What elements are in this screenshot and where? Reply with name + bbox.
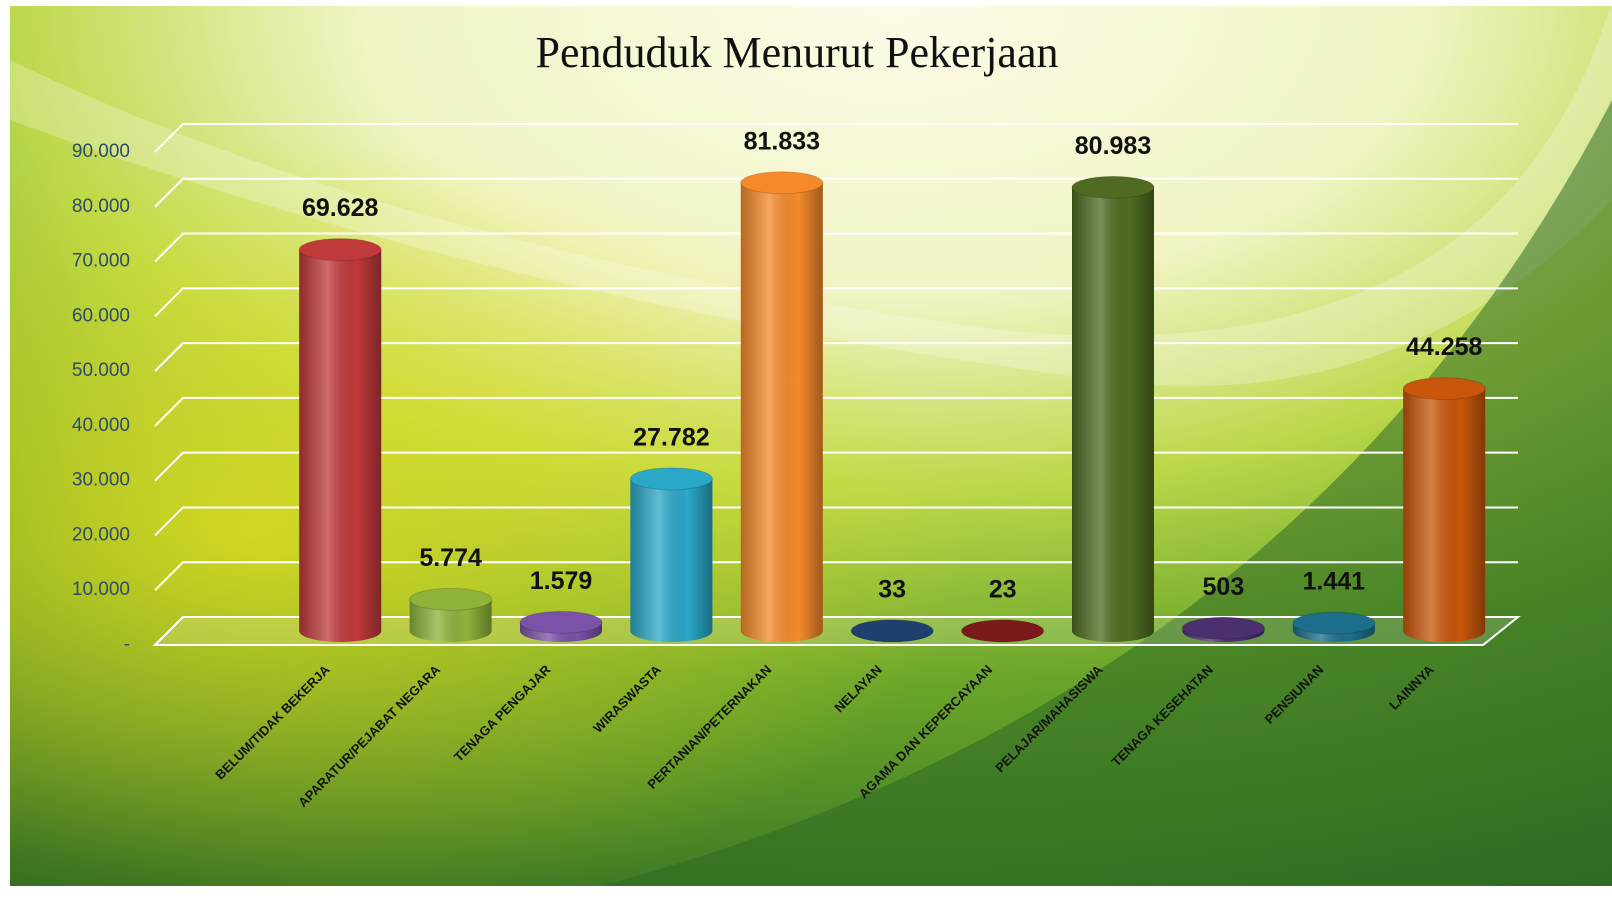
bar-cap: [962, 620, 1044, 642]
bar-cap: [741, 172, 823, 194]
value-label: 81.833: [744, 127, 820, 155]
bar-cap: [630, 468, 712, 490]
value-label: 27.782: [633, 423, 709, 451]
chart-title: Penduduk Menurut Pekerjaan: [536, 28, 1059, 77]
value-label: 1.441: [1303, 568, 1366, 596]
bar-shade: [299, 250, 381, 642]
bar-cap: [520, 611, 602, 633]
value-label: 5.774: [419, 544, 482, 572]
bar-cap: [410, 588, 492, 610]
y-tick-label: -: [124, 634, 130, 655]
bar-shade: [1403, 389, 1485, 642]
bar-cap: [1293, 612, 1375, 634]
chart: Penduduk Menurut Pekerjaan - 10.000 20.000…: [0, 0, 1612, 907]
value-label: 69.628: [302, 194, 379, 222]
bar-cap: [1182, 617, 1264, 639]
value-label: 44.258: [1406, 333, 1483, 361]
bar-shade: [741, 183, 823, 642]
y-tick-label: 90.000: [72, 141, 130, 162]
value-label: 23: [989, 575, 1017, 603]
y-tick-label: 30.000: [72, 470, 130, 491]
y-tick-label: 60.000: [72, 305, 130, 326]
page: Penduduk Menurut Pekerjaan - 10.000 20.000…: [0, 0, 1612, 907]
y-tick-label: 80.000: [72, 196, 130, 217]
y-tick-label: 20.000: [72, 524, 130, 545]
value-label: 33: [878, 575, 906, 603]
y-tick-label: 10.000: [72, 579, 130, 600]
bar-shade: [630, 479, 712, 642]
bar-cap: [851, 620, 933, 642]
value-label: 80.983: [1075, 132, 1151, 160]
bar-shade: [1072, 187, 1154, 642]
value-label: 1.579: [530, 567, 593, 595]
y-tick-label: 70.000: [72, 251, 130, 272]
value-label: 503: [1203, 573, 1245, 601]
bar-cap: [1072, 176, 1154, 198]
y-tick-label: 40.000: [72, 415, 130, 436]
bar-cap: [299, 239, 381, 261]
y-tick-label: 50.000: [72, 360, 130, 381]
bar-cap: [1403, 378, 1485, 400]
